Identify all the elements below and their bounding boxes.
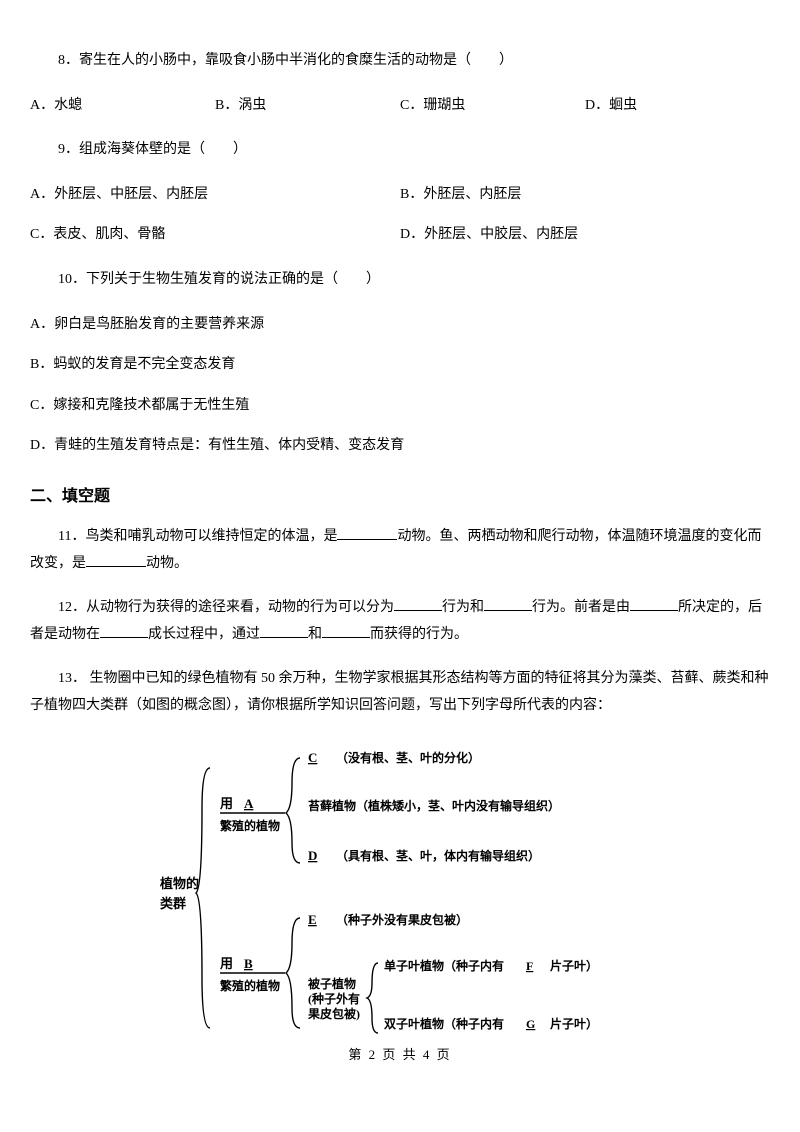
diag-B: B — [244, 956, 253, 971]
q11: 11．鸟类和哺乳动物可以维持恒定的体温，是动物。鱼、两栖动物和爬行动物，体温随环… — [30, 524, 770, 577]
section-fill-header: 二、填空题 — [30, 482, 770, 506]
page-footer: 第 2 页 共 4 页 — [30, 1044, 770, 1063]
diag-A: A — [244, 796, 254, 811]
diag-F: F — [526, 959, 533, 973]
concept-diagram: 植物的 类群 用 A 繁殖的植物 C （没有根、茎、叶的分化） 苔藓植物（植株矮… — [160, 738, 640, 1038]
q9-opt-b: B．外胚层、内胚层 — [400, 182, 770, 209]
q9-stem: 9．组成海葵体壁的是（ ） — [30, 137, 770, 164]
q12-blank5[interactable] — [260, 637, 308, 638]
diag-fanzhi2: 繁殖的植物 — [220, 978, 280, 993]
q11-p3: 动物。 — [146, 556, 188, 571]
q9-opt-a: A．外胚层、中胚层、内胚层 — [30, 182, 400, 209]
q9-options-row1: A．外胚层、中胚层、内胚层 B．外胚层、内胚层 — [30, 182, 770, 209]
diag-fanzhi1: 繁殖的植物 — [220, 818, 280, 833]
q11-blank1[interactable] — [337, 539, 397, 540]
q10-opt-a: A．卵白是鸟胚胎发育的主要营养来源 — [30, 312, 770, 339]
q12-p5: 成长过程中，通过 — [148, 627, 260, 642]
q9-options-row2: C．表皮、肌肉、骨骼 D．外胚层、中胶层、内胚层 — [30, 222, 770, 249]
q13-stem: 13． 生物圈中已知的绿色植物有 50 余万种，生物学家根据其形态结构等方面的特… — [30, 666, 770, 719]
diag-G: G — [526, 1017, 535, 1031]
q10-opt-c: C．嫁接和克隆技术都属于无性生殖 — [30, 393, 770, 420]
q10-stem: 10．下列关于生物生殖发育的说法正确的是（ ） — [30, 267, 770, 294]
q12-blank2[interactable] — [484, 610, 532, 611]
diag-yong2: 用 — [219, 956, 233, 971]
q8-opt-c: C．珊瑚虫 — [400, 93, 585, 120]
q12-blank6[interactable] — [322, 637, 370, 638]
q12-p3: 行为。前者是由 — [532, 600, 630, 615]
q12-p6: 和 — [308, 627, 322, 642]
diag-root2: 类群 — [160, 896, 186, 911]
diag-angio3: 果皮包被) — [307, 1006, 360, 1021]
q8-opt-b: B．涡虫 — [215, 93, 400, 120]
q8-stem: 8．寄生在人的小肠中，靠吸食小肠中半消化的食糜生活的动物是（ ） — [30, 48, 770, 75]
diag-E: E — [308, 912, 317, 927]
diag-root1: 植物的 — [160, 876, 199, 891]
diag-Ddesc: （具有根、茎、叶，体内有输导组织） — [336, 848, 540, 863]
q12-p2: 行为和 — [442, 600, 484, 615]
page-content: 8．寄生在人的小肠中，靠吸食小肠中半消化的食糜生活的动物是（ ） A．水螅 B．… — [0, 0, 800, 1083]
q11-p1: 11．鸟类和哺乳动物可以维持恒定的体温，是 — [58, 529, 337, 544]
diag-Edesc: （种子外没有果皮包被） — [336, 912, 468, 927]
diag-Cdesc: （没有根、茎、叶的分化） — [336, 750, 480, 765]
q12-blank1[interactable] — [394, 610, 442, 611]
q9-opt-d: D．外胚层、中胶层、内胚层 — [400, 222, 770, 249]
q10-opt-d: D．青蛙的生殖发育特点是：有性生殖、体内受精、变态发育 — [30, 433, 770, 460]
diag-mono: 单子叶植物（种子内有 — [384, 958, 504, 973]
q12-blank3[interactable] — [630, 610, 678, 611]
diag-angio1: 被子植物 — [308, 976, 356, 991]
q8-opt-a: A．水螅 — [30, 93, 215, 120]
diag-moss: 苔藓植物（植株矮小，茎、叶内没有输导组织） — [308, 798, 560, 813]
diag-dicot: 双子叶植物（种子内有 — [384, 1016, 504, 1031]
q12-p7: 而获得的行为。 — [370, 627, 468, 642]
q11-blank2[interactable] — [86, 566, 146, 567]
q8-options: A．水螅 B．涡虫 C．珊瑚虫 D．蛔虫 — [30, 93, 770, 120]
q12-blank4[interactable] — [100, 637, 148, 638]
diag-C: C — [308, 750, 317, 765]
q9-opt-c: C．表皮、肌肉、骨骼 — [30, 222, 400, 249]
diag-yong1: 用 — [219, 796, 233, 811]
diag-angio2: (种子外有 — [308, 991, 360, 1006]
q10-opt-b: B．蚂蚁的发育是不完全变态发育 — [30, 352, 770, 379]
diag-monoend: 片子叶） — [550, 958, 598, 973]
diag-D: D — [308, 848, 317, 863]
q12: 12．从动物行为获得的途径来看，动物的行为可以分为行为和行为。前者是由所决定的，… — [30, 595, 770, 648]
q12-p1: 12．从动物行为获得的途径来看，动物的行为可以分为 — [58, 600, 394, 615]
diag-dicotend: 片子叶） — [550, 1016, 598, 1031]
q8-opt-d: D．蛔虫 — [585, 93, 770, 120]
